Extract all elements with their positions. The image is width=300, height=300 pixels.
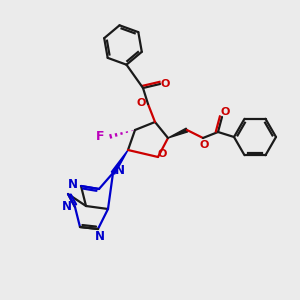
- Text: N: N: [62, 200, 72, 214]
- Text: N: N: [95, 230, 105, 242]
- Text: N: N: [115, 164, 125, 178]
- Text: O: O: [220, 107, 230, 117]
- Polygon shape: [111, 150, 128, 174]
- Text: F: F: [96, 130, 104, 142]
- Text: O: O: [160, 79, 170, 89]
- Text: O: O: [199, 140, 209, 150]
- Text: O: O: [136, 98, 146, 108]
- Polygon shape: [168, 128, 188, 138]
- Text: N: N: [68, 178, 78, 190]
- Text: O: O: [157, 149, 167, 159]
